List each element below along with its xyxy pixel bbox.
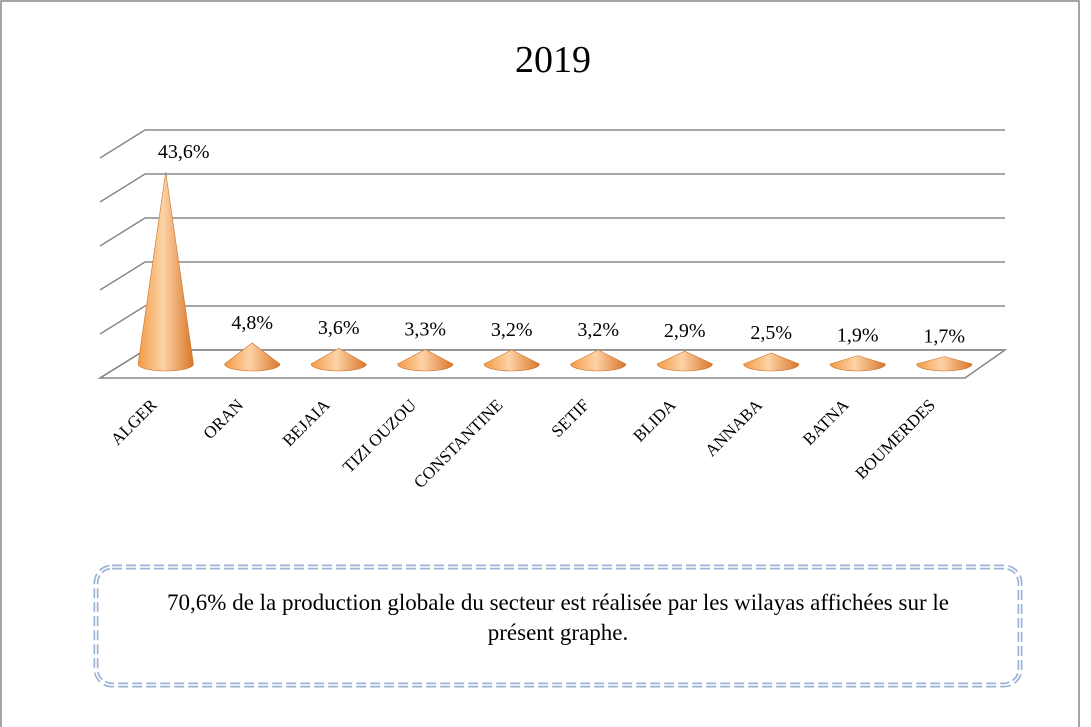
data-label: 3,3% xyxy=(404,318,446,340)
note-box: 70,6% de la production globale du secteu… xyxy=(167,590,949,645)
cone xyxy=(829,355,886,372)
annotation: 70,6% de la production globale du secteu… xyxy=(167,590,949,645)
data-label: 2,9% xyxy=(664,320,706,342)
cone xyxy=(656,350,713,372)
data-label: 3,6% xyxy=(318,317,360,339)
grid-line xyxy=(99,217,1005,247)
data-label: 3,2% xyxy=(491,319,533,341)
data-label: 2,5% xyxy=(750,322,792,344)
data-label: 1,9% xyxy=(837,325,879,347)
cone xyxy=(916,356,973,372)
data-label: 4,8% xyxy=(231,312,273,334)
grid-line xyxy=(99,305,1005,335)
cone xyxy=(570,349,627,372)
grid-line xyxy=(99,129,1005,159)
grid-line xyxy=(99,261,1005,291)
cone xyxy=(310,347,367,372)
cone xyxy=(483,349,540,372)
cone xyxy=(137,172,194,372)
chart-title: 2019 xyxy=(515,39,591,81)
cone xyxy=(743,352,800,372)
data-label: 43,6% xyxy=(158,141,210,163)
data-label: 3,2% xyxy=(577,319,619,341)
data-label: 1,7% xyxy=(923,326,965,348)
cone xyxy=(397,349,454,372)
cone xyxy=(224,342,281,372)
grid-line xyxy=(99,173,1005,203)
note-border-inner xyxy=(95,566,1021,686)
